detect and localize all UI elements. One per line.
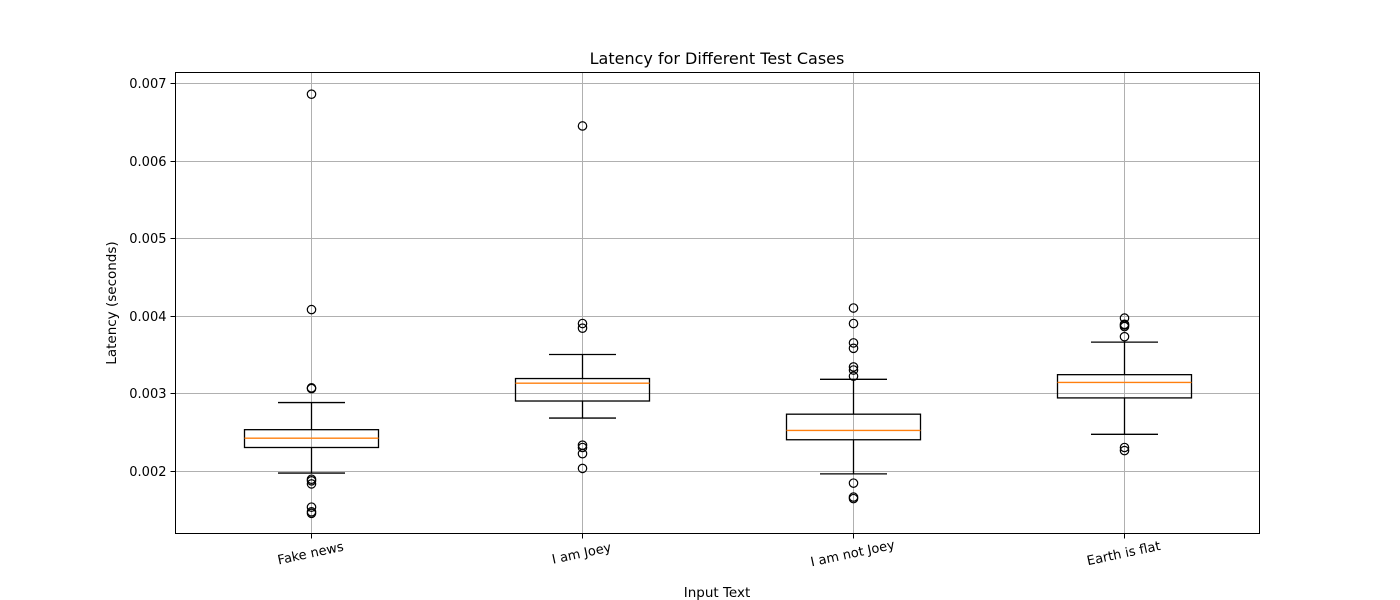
outlier-point bbox=[1119, 442, 1130, 453]
outlier-point bbox=[848, 318, 859, 329]
outlier-point bbox=[577, 121, 588, 131]
outlier-point bbox=[1119, 445, 1130, 456]
chart-title: Latency for Different Test Cases bbox=[590, 49, 845, 68]
outlier-point bbox=[306, 304, 317, 315]
outlier-point bbox=[577, 448, 588, 459]
outlier-point bbox=[306, 508, 317, 519]
iqr-box bbox=[1056, 374, 1193, 399]
outlier-point bbox=[848, 365, 859, 375]
iqr-box bbox=[785, 413, 922, 441]
y-tick-label: 0.006 bbox=[129, 155, 166, 170]
y-axis-title: Latency (seconds) bbox=[104, 241, 120, 364]
outlier-point bbox=[306, 502, 317, 512]
outlier-point bbox=[848, 338, 859, 348]
y-tick-label: 0.004 bbox=[129, 310, 166, 325]
outlier-point bbox=[577, 323, 588, 333]
plot-area bbox=[243, 89, 1193, 519]
y-tick-label: 0.005 bbox=[129, 232, 166, 247]
plot-frame bbox=[175, 72, 1260, 534]
outlier-point bbox=[1119, 321, 1130, 332]
iqr-box bbox=[514, 377, 651, 402]
outlier-point bbox=[306, 383, 317, 394]
outlier-point bbox=[577, 318, 588, 329]
outlier-point bbox=[306, 479, 317, 489]
outlier-point bbox=[848, 371, 859, 382]
x-tick-label: Earth is flat bbox=[1086, 539, 1162, 569]
x-tick-label: Fake news bbox=[276, 540, 345, 569]
outlier-point bbox=[1119, 331, 1130, 342]
box-group bbox=[785, 303, 922, 504]
box-group bbox=[243, 89, 380, 519]
outlier-point bbox=[848, 362, 859, 372]
y-tick-label: 0.003 bbox=[129, 387, 166, 402]
y-axis: 0.002 0.003 0.004 0.005 0.006 0.007 bbox=[129, 77, 176, 480]
box-group bbox=[1056, 313, 1193, 456]
x-tick-label: I am not Joey bbox=[809, 538, 896, 571]
y-tick-label: 0.002 bbox=[129, 465, 166, 480]
outlier-point bbox=[577, 463, 588, 474]
outlier-point bbox=[306, 476, 317, 486]
x-tick-label: I am Joey bbox=[551, 540, 613, 567]
x-axis-title: Input Text bbox=[684, 585, 751, 600]
x-axis: Fake news I am Joey I am not Joey Earth is … bbox=[276, 533, 1162, 571]
outlier-point bbox=[577, 442, 588, 453]
outlier-point bbox=[848, 493, 859, 504]
outlier-point bbox=[306, 89, 317, 99]
box-group bbox=[514, 121, 651, 474]
outlier-point bbox=[848, 343, 859, 354]
y-tick-label: 0.007 bbox=[129, 77, 166, 92]
outlier-point bbox=[848, 303, 859, 313]
outlier-point bbox=[848, 478, 859, 488]
grid-lines bbox=[175, 72, 1260, 534]
